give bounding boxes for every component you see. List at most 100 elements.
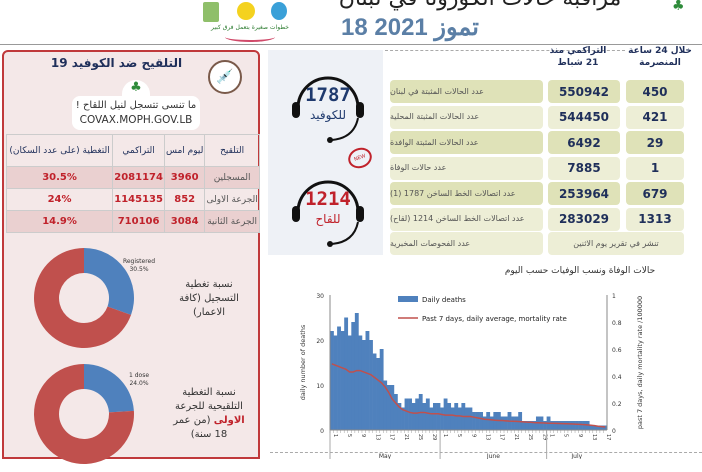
- hotline-number: 1787: [305, 84, 351, 106]
- y2-tick-label: 0.6: [612, 347, 622, 354]
- bar: [571, 421, 576, 430]
- x-tick-label: 9: [360, 434, 366, 437]
- col-vaccination: التلقيح: [204, 134, 260, 167]
- bar: [472, 412, 476, 430]
- bar: [330, 331, 334, 430]
- col-cumulative-header: التراكمي منذ 21 شباط: [549, 46, 607, 68]
- bar: [596, 425, 601, 430]
- stat-label: عدد اتصالات الخط الساخن 1787 (1): [390, 182, 543, 205]
- cedar-icon: ♣: [122, 80, 150, 96]
- bar: [390, 385, 395, 430]
- coverage: 30.5%: [5, 166, 114, 189]
- bar: [447, 403, 452, 430]
- bar: [511, 416, 515, 430]
- stat-note: تنشر في تقرير يوم الاثنين: [548, 232, 684, 255]
- x-tick-label: 21: [513, 434, 519, 440]
- bar: [429, 407, 434, 430]
- donut-series-name: Registered: [122, 258, 156, 265]
- page-title: مراقبة حالات الكورونا في لبنان: [300, 0, 660, 12]
- yesterday: 3960: [164, 166, 206, 189]
- header-divider: [0, 44, 702, 45]
- x-tick-label: 13: [484, 434, 490, 440]
- month-label: June: [486, 453, 500, 459]
- stats-row: عدد الحالات المثبتة الوافدة 6492 29: [390, 131, 684, 154]
- bar: [432, 403, 437, 430]
- row-label: المسجلين: [204, 166, 260, 189]
- registration-link[interactable]: COVAX.MOPH.GOV.LB: [79, 114, 193, 126]
- legend-label: Past 7 days, daily average, mortality ra…: [422, 315, 567, 323]
- bar: [340, 331, 345, 430]
- stat-cumulative: 7885: [548, 156, 620, 180]
- x-tick-label: 1: [442, 434, 448, 437]
- bar: [397, 403, 402, 430]
- bar: [560, 421, 565, 430]
- coverage-donuts: [33, 248, 134, 464]
- coverage: 14.9%: [5, 210, 114, 233]
- bar: [376, 358, 381, 430]
- bar: [550, 421, 555, 430]
- bar: [589, 425, 594, 430]
- bar: [521, 421, 526, 430]
- bar: [443, 398, 448, 430]
- x-tick-label: 29: [431, 434, 437, 440]
- cumulative: 2081174: [112, 166, 166, 189]
- y-tick-label: 30: [316, 293, 324, 300]
- donut-label: 1 dose 24.0%: [122, 372, 156, 388]
- donut-registered: [33, 248, 134, 348]
- bar: [543, 421, 547, 430]
- donut-caption: نسبة التغطية التلقيحية للجرعة الاولى (من…: [169, 386, 249, 442]
- y-tick-label: 0: [320, 428, 324, 435]
- bar: [482, 416, 487, 430]
- x-tick-label: 9: [470, 434, 476, 437]
- bar: [411, 403, 416, 430]
- bar: [504, 416, 508, 430]
- coverage: 24%: [5, 188, 114, 211]
- hotline-vaccine: 1214 للقاح: [288, 168, 368, 248]
- bar: [553, 421, 558, 430]
- bar: [436, 403, 441, 430]
- vaccination-panel: التلقيح ضد الكوفيد 19 💉 ♣ ما تنسى تتسجل …: [2, 50, 260, 464]
- y-axis-label: daily number of deaths: [299, 324, 307, 400]
- bar: [592, 425, 597, 430]
- bar: [599, 425, 604, 430]
- donut-slice-vaccinated: [84, 364, 134, 413]
- stat-cumulative: 253964: [548, 182, 620, 205]
- bar: [361, 340, 366, 430]
- x-tick-label: 1: [332, 434, 338, 437]
- x-tick-label: 25: [527, 434, 533, 440]
- bar: [567, 421, 572, 430]
- bar: [500, 416, 505, 430]
- donut-slice-remaining: [33, 364, 134, 464]
- x-tick-label: 17: [499, 434, 505, 440]
- deaths-chart: 0 10 20 30 0 0.2 0.4 0.6 0.8 1 1 5 9 13 17 21 25 29 May 1 5 9…: [299, 293, 644, 459]
- stat-label: عدد الحالات المثبتة الوافدة: [390, 131, 543, 154]
- x-tick-label: 25: [417, 434, 423, 440]
- reminder-text: ما تنسى تتسجل لنيل اللقاح !: [75, 100, 197, 111]
- legend-swatch-bars: [398, 296, 418, 302]
- month-label: May: [379, 453, 392, 459]
- stat-daily: 679: [626, 182, 684, 205]
- table-row: 30.5% 2081174 3960 المسجلين: [5, 166, 260, 189]
- legend-label: Daily deaths: [422, 296, 466, 304]
- y2-tick-label: 0.4: [612, 374, 622, 381]
- stat-cumulative: 544450: [548, 105, 620, 129]
- donut-slice-remaining: [33, 248, 132, 348]
- stat-label: عدد الحالات المثبتة المحلية: [390, 105, 543, 129]
- y2-tick-label: 1: [612, 293, 616, 300]
- col-yesterday: ليوم امس: [164, 134, 206, 167]
- col-coverage: التغطية (على عدد السكان): [5, 134, 114, 167]
- row-label: الجرعة الثانية: [204, 210, 260, 233]
- stats-row: عدد اتصالات الخط الساخن 1214 (لقاح) 2830…: [390, 207, 684, 231]
- header-divider: [385, 50, 625, 51]
- col-cumulative: التراكمي: [112, 134, 166, 167]
- syringe-icon: 💉: [208, 60, 242, 94]
- y-tick-label: 20: [316, 338, 324, 345]
- bar: [383, 380, 388, 430]
- chart-title: حالات الوفاة ونسب الوفيات حسب اليوم: [504, 266, 656, 276]
- vaccination-title: التلقيح ضد الكوفيد 19: [50, 56, 183, 70]
- yesterday: 852: [164, 188, 206, 211]
- campaign-logo: خطوات صغيرة بتعمل فرق كبير: [195, 0, 305, 44]
- headset-icon: [292, 76, 364, 143]
- stat-label: عدد حالات الوفاة: [390, 156, 543, 180]
- stat-daily: 29: [626, 131, 684, 154]
